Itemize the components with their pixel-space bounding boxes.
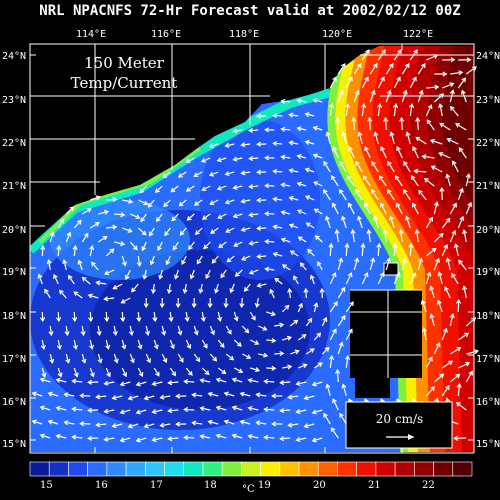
colorbar-unit: °C (242, 484, 255, 495)
colorbar-swatch (87, 461, 108, 477)
colorbar-label-16: 16 (95, 480, 108, 491)
reference-vector-box (345, 401, 453, 449)
lon-label-114: 114°E (76, 29, 107, 40)
coastline-grid (30, 44, 474, 398)
current-vectors (31, 49, 480, 443)
depth-label: 150 Meter (84, 54, 164, 72)
colorbar-swatch (29, 461, 50, 477)
axis-ticks (30, 44, 474, 453)
colorbar-swatch (375, 461, 396, 477)
lat-label-right-17: 17°N (476, 354, 500, 365)
colorbar-label-22: 22 (422, 480, 435, 491)
lat-label-left-23: 23°N (2, 95, 27, 106)
temperature-field (30, 46, 474, 452)
colorbar-swatch (202, 461, 223, 477)
colorbar-swatch (125, 461, 146, 477)
lat-label-left-24: 24°N (2, 51, 27, 62)
lat-label-right-20: 20°N (476, 225, 500, 236)
lat-label-left-22: 22°N (2, 138, 27, 149)
colorbar-swatch (279, 461, 300, 477)
colorbar-label-17: 17 (150, 480, 163, 491)
lat-label-right-18: 18°N (476, 311, 500, 322)
lat-label-right-22: 22°N (476, 138, 500, 149)
lat-label-left-20: 20°N (2, 225, 27, 236)
panel-label: 150 Meter Temp/Current (54, 53, 194, 93)
figure-title: NRL NPACNFS 72-Hr Forecast valid at 2002… (39, 3, 461, 19)
lat-label-left-19: 19°N (2, 267, 27, 278)
lat-label-left-17: 17°N (2, 354, 27, 365)
lon-label-118: 118°E (229, 29, 260, 40)
reference-vector-label: 20 cm/s (375, 412, 424, 426)
colorbar-swatch (452, 461, 473, 477)
colorbar-swatch (337, 461, 357, 477)
colorbar (29, 461, 473, 477)
colorbar-swatch (106, 461, 127, 477)
colorbar-label-21: 21 (368, 480, 381, 491)
lat-label-left-15: 15°N (2, 439, 27, 450)
colorbar-swatch (221, 461, 242, 477)
colorbar-swatch (356, 461, 377, 477)
map-border (29, 43, 475, 454)
colorbar-swatch (414, 461, 434, 477)
colorbar-swatch (48, 461, 69, 477)
colorbar-label-19: 19 (258, 480, 271, 491)
colorbar-swatch (145, 461, 165, 477)
colorbar-swatch (260, 461, 281, 477)
lon-label-120: 120°E (322, 29, 353, 40)
lat-label-right-15: 15°N (476, 439, 500, 450)
lat-label-right-21: 21°N (476, 181, 500, 192)
lat-label-left-18: 18°N (2, 311, 27, 322)
colorbar-swatch (298, 461, 319, 477)
colorbar-label-18: 18 (204, 480, 217, 491)
lat-label-left-21: 21°N (2, 181, 27, 192)
lon-label-122: 122°E (403, 29, 434, 40)
colorbar-swatch (317, 461, 338, 477)
lat-label-left-16: 16°N (2, 397, 27, 408)
colorbar-label-20: 20 (313, 480, 326, 491)
lat-label-right-23: 23°N (476, 95, 500, 106)
lat-label-right-16: 16°N (476, 397, 500, 408)
lon-label-116: 116°E (151, 29, 182, 40)
colorbar-swatch (183, 461, 204, 477)
colorbar-label-15: 15 (40, 480, 53, 491)
lat-label-right-24: 24°N (476, 51, 500, 62)
colorbar-swatch (433, 461, 454, 477)
colorbar-swatch (241, 461, 261, 477)
variable-label: Temp/Current (70, 74, 178, 92)
lat-label-right-19: 19°N (476, 267, 500, 278)
colorbar-swatch (164, 461, 185, 477)
colorbar-swatch (394, 461, 415, 477)
colorbar-swatch (68, 461, 88, 477)
